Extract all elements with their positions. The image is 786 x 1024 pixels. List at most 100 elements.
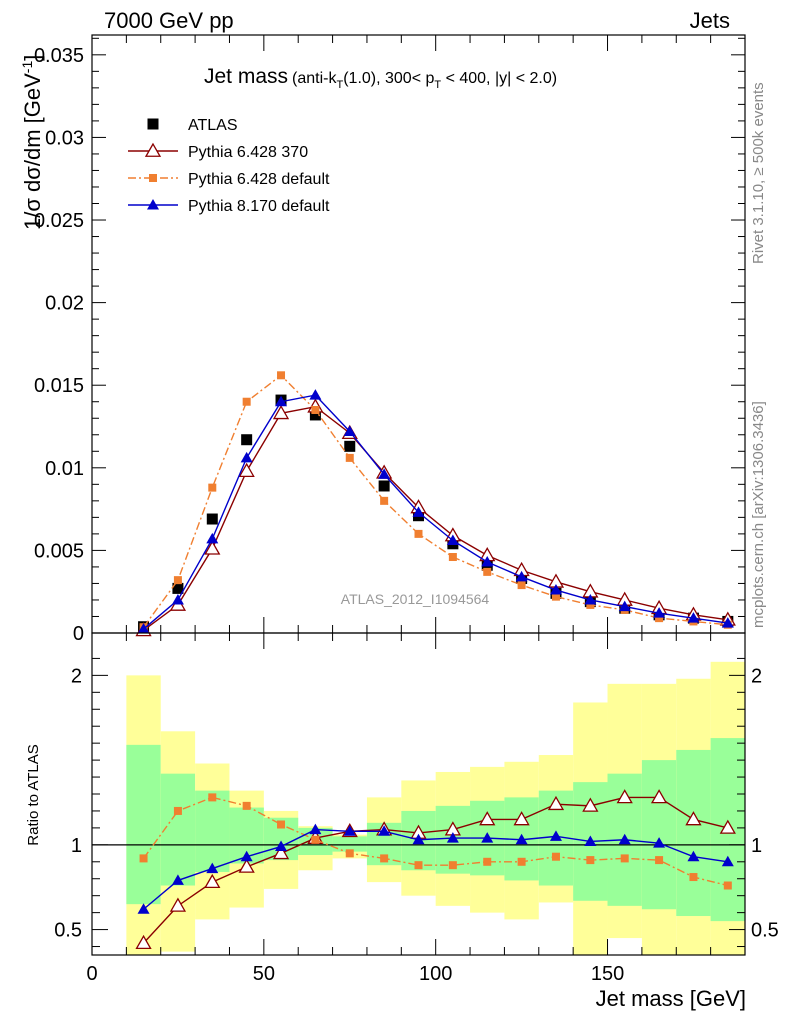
ratio-line-pythia-8-170-default	[143, 828, 728, 910]
main-point-pythia-8-170-default	[618, 600, 631, 612]
green-band-bin	[160, 773, 196, 886]
analysis-label: ATLAS_2012_I1094564	[341, 591, 490, 607]
ratio-point-pythia-8-170-default	[515, 833, 528, 845]
main-point-pythia-8-170-default	[275, 395, 288, 407]
main-point-pythia-8-170-default	[446, 534, 459, 545]
title-sub-t1: T	[336, 79, 343, 91]
green-band-bin	[195, 790, 230, 872]
title-main: Jet mass	[204, 65, 288, 88]
ratio-y-axis-label: Ratio to ATLAS	[25, 744, 42, 845]
ratio-point-pythia-6-428-370	[238, 858, 255, 873]
ratio-point-pythia-6-428-default	[277, 820, 286, 829]
ratio-point-pythia-6-428-default	[242, 801, 251, 810]
title-detail: (anti-k	[292, 70, 337, 87]
main-point-pythia-6-428-default	[483, 567, 492, 576]
ratio-point-pythia-6-428-370	[204, 873, 221, 889]
ratio-point-pythia-6-428-370	[650, 789, 668, 804]
ratio-panel: 0 50 100 150 0.5 0.5 1 1 2 2	[54, 632, 779, 985]
main-point-pythia-8-170-default	[171, 593, 184, 605]
ratio-point-pythia-6-428-default	[311, 835, 320, 844]
main-point-pythia-8-170-default	[137, 623, 150, 634]
ratio-y-tick-label: 1	[71, 835, 82, 857]
ratio-point-pythia-8-170-default	[446, 832, 459, 843]
main-line-pythia-6-428-370	[143, 405, 728, 631]
ratio-point-pythia-6-428-default	[517, 857, 526, 866]
ratio-point-pythia-6-428-370	[169, 897, 187, 912]
ratio-point-pythia-6-428-370	[272, 845, 290, 860]
header-energy-label: 7000 GeV pp	[104, 8, 234, 33]
ratio-point-pythia-8-170-default	[721, 855, 734, 867]
ylabel-text: 1/σ dσ/dm [GeV	[20, 73, 45, 230]
legend-label-pythia-6-428-370: Pythia 6.428 370	[188, 144, 308, 161]
green-band-bin	[126, 744, 161, 905]
main-point-pythia-6-428-370	[204, 540, 221, 555]
ratio-point-pythia-6-428-default	[448, 861, 457, 870]
ratio-y-tick-label-right: 2	[751, 665, 762, 687]
plot-title: Jet mass (anti-kT(1.0), 300< pT < 400, |y…	[204, 65, 557, 91]
green-band-bin	[676, 749, 711, 917]
ratio-y-tick-label-right: 1	[751, 835, 762, 857]
main-point-atlas	[241, 434, 253, 446]
ratio-point-pythia-6-428-default	[173, 806, 182, 815]
ratio-point-pythia-8-170-default	[171, 874, 184, 885]
main-point-pythia-6-428-default	[586, 600, 595, 609]
ratio-point-pythia-8-170-default	[137, 903, 150, 914]
main-point-pythia-8-170-default	[412, 506, 425, 517]
ratio-point-pythia-6-428-default	[139, 854, 148, 863]
ratio-point-pythia-6-428-default	[208, 793, 217, 802]
main-y-tick-label: 0.005	[34, 540, 84, 562]
ratio-point-pythia-8-170-default	[481, 832, 494, 843]
x-tick-label: 150	[591, 963, 624, 985]
main-point-pythia-6-428-370	[272, 404, 290, 420]
ratio-point-pythia-8-170-default	[584, 835, 597, 846]
main-y-tick-label: 0.01	[45, 458, 84, 480]
main-point-pythia-8-170-default	[206, 532, 219, 544]
ratio-point-pythia-6-428-default	[414, 861, 423, 870]
main-line-pythia-6-428-default	[142, 374, 728, 628]
title-sub-t2: T	[434, 79, 441, 91]
main-point-atlas	[206, 513, 218, 525]
green-band-bin	[641, 760, 677, 910]
ratio-point-pythia-6-428-default	[723, 881, 732, 890]
main-point-atlas	[378, 480, 390, 492]
green-band-bin	[332, 836, 367, 852]
x-axis-label: Jet mass [GeV]	[596, 986, 746, 1011]
legend-label-pythia-6-428-default: Pythia 6.428 default	[188, 171, 330, 188]
ratio-point-pythia-8-170-default	[549, 830, 562, 841]
ratio-point-pythia-6-428-370	[582, 797, 599, 812]
main-point-pythia-6-428-default	[345, 453, 354, 462]
legend-label-pythia-8-170-default: Pythia 8.170 default	[188, 198, 330, 215]
mcplots-side-label: mcplots.cern.ch [arXiv:1306.3436]	[750, 401, 767, 628]
ratio-point-pythia-8-170-default	[378, 825, 391, 836]
main-line-pythia-8-170-default	[143, 394, 728, 630]
ratio-point-pythia-8-170-default	[618, 833, 631, 845]
main-point-pythia-6-428-default	[655, 614, 664, 623]
ylabel-end: ]	[20, 55, 45, 61]
main-point-pythia-8-170-default	[309, 389, 322, 400]
legend-marker-pythia-6-428-370	[144, 142, 162, 157]
ratio-point-pythia-6-428-default	[551, 852, 560, 861]
legend-marker-pythia-8-170-default	[147, 199, 159, 210]
x-tick-label: 100	[419, 963, 452, 985]
main-point-pythia-6-428-default	[173, 576, 182, 585]
ratio-point-pythia-6-428-default	[586, 856, 595, 865]
legend: ATLAS Pythia 6.428 370 Pythia 6.428 defaul…	[128, 117, 330, 215]
legend-label-atlas: ATLAS	[188, 117, 238, 134]
ratio-point-pythia-6-428-default	[689, 873, 698, 882]
main-point-pythia-6-428-default	[242, 397, 251, 406]
rivet-side-label: Rivet 3.1.10, ≥ 500k events	[750, 82, 767, 264]
ratio-point-pythia-8-170-default	[309, 823, 322, 835]
title-rest: (1.0), 300< p	[343, 70, 434, 87]
ratio-point-pythia-6-428-default	[380, 854, 389, 863]
ratio-point-pythia-6-428-default	[620, 854, 629, 863]
ratio-point-pythia-6-428-default	[483, 857, 492, 866]
ratio-point-pythia-8-170-default	[343, 825, 356, 836]
main-point-pythia-8-170-default	[721, 617, 734, 628]
main-point-pythia-6-428-default	[277, 371, 286, 380]
main-point-pythia-8-170-default	[515, 570, 528, 582]
main-y-tick-label: 0.015	[34, 375, 84, 397]
x-tick-label: 50	[253, 963, 275, 985]
x-tick-label: 0	[86, 963, 97, 985]
main-y-tick-label: 0.025	[34, 210, 84, 232]
